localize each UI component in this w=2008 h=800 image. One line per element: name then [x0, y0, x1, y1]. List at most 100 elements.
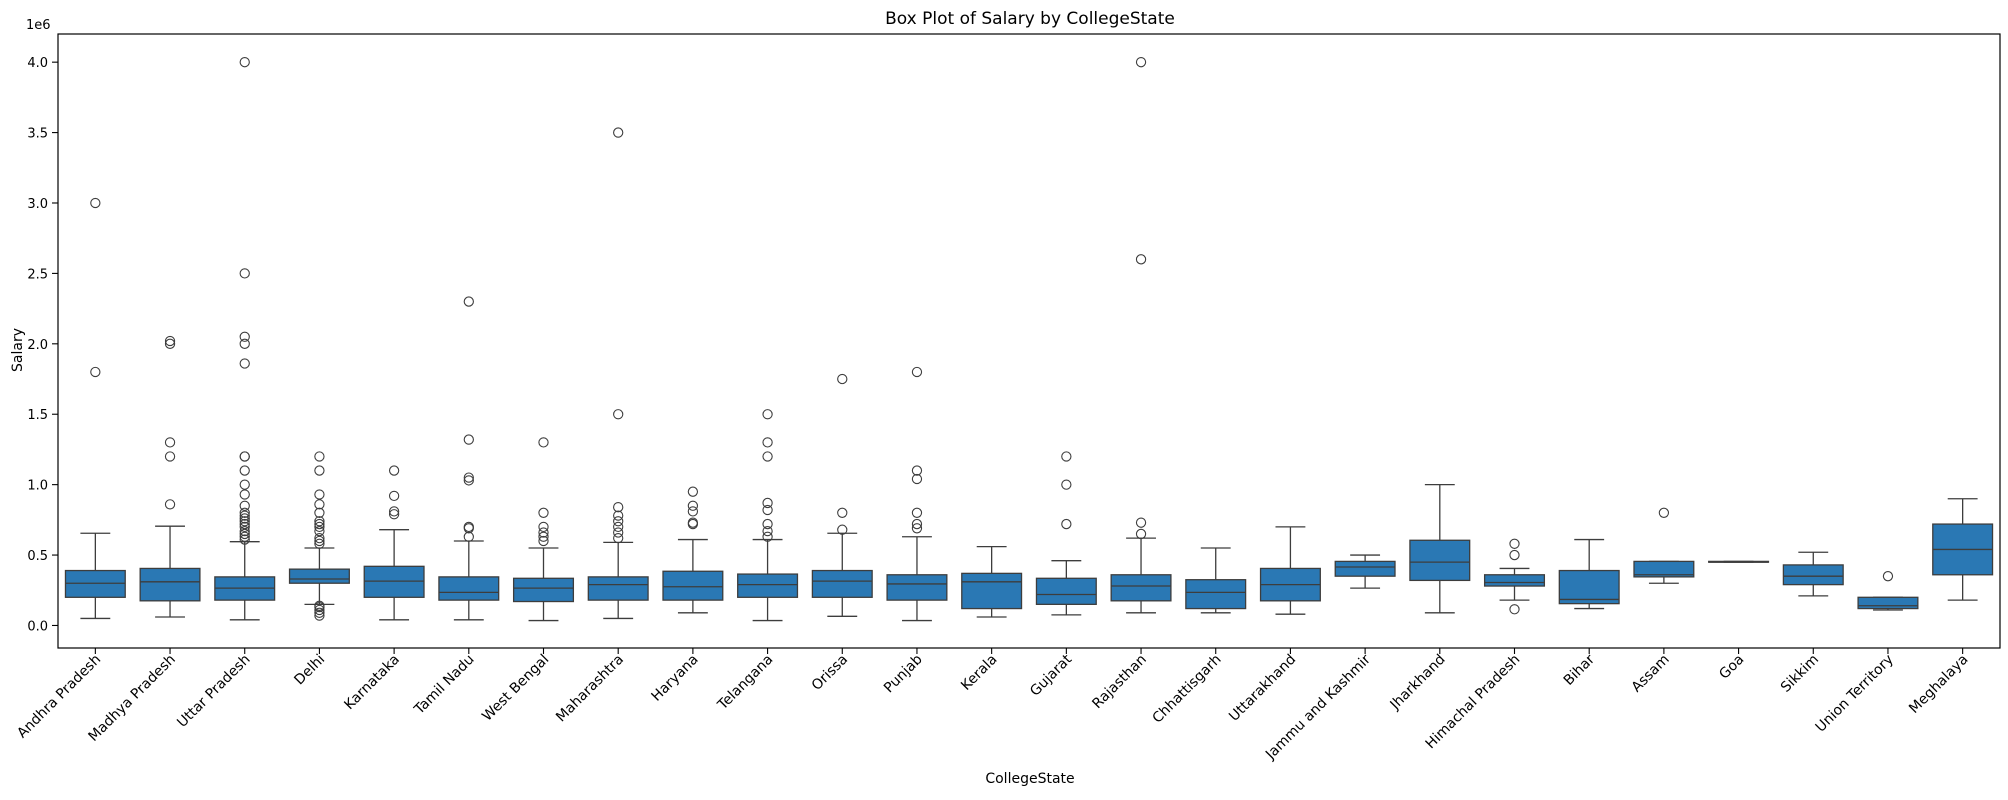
outlier-point — [239, 57, 250, 68]
box-iqr — [64, 569, 126, 598]
outlier-point — [911, 507, 923, 518]
outlier-point — [687, 517, 699, 528]
y-tick-label: 3.5 — [27, 127, 48, 142]
box-iqr — [1558, 569, 1620, 605]
y-tick-label: 4.0 — [27, 56, 48, 71]
outlier-point — [538, 521, 549, 533]
outlier-point — [314, 525, 325, 537]
outlier-point — [1882, 571, 1894, 582]
plot-area — [64, 57, 1994, 622]
outlier-point — [538, 535, 549, 547]
outlier-point — [239, 489, 250, 500]
outlier-point — [239, 507, 250, 518]
outlier-point — [164, 338, 176, 349]
outlier-point — [463, 531, 474, 542]
outlier-point — [762, 525, 773, 537]
outlier-point — [613, 409, 624, 420]
x-tick-label: Goa — [1716, 652, 1747, 683]
box-iqr — [1035, 577, 1097, 605]
box-iqr — [1110, 574, 1172, 602]
box-iqr — [1409, 539, 1471, 582]
outlier-point — [762, 409, 773, 420]
outlier-point — [314, 600, 325, 611]
box-iqr — [587, 576, 649, 601]
outlier-point — [314, 489, 325, 500]
x-tick-label: Orissa — [809, 652, 851, 694]
outlier-point — [687, 506, 699, 517]
outlier-point — [239, 358, 250, 369]
box-group — [811, 373, 873, 617]
x-tick-label: Assam — [1629, 652, 1673, 696]
outlier-point — [239, 451, 250, 462]
box-group — [737, 409, 799, 622]
box-group — [363, 465, 425, 621]
box-iqr — [886, 574, 948, 601]
outlier-point — [762, 451, 773, 462]
outlier-point — [613, 533, 624, 544]
outlier-point — [1509, 604, 1520, 615]
outlier-point — [314, 538, 325, 549]
outlier-point — [239, 521, 250, 533]
y-tick-label: 2.5 — [27, 267, 48, 282]
box-group — [1409, 483, 1471, 614]
outlier-point — [1658, 507, 1670, 518]
outlier-point — [314, 451, 325, 462]
x-tick-label: Gujarat — [1027, 651, 1075, 699]
x-tick-label: Telangana — [714, 652, 776, 714]
outlier-point — [837, 507, 848, 518]
x-tick-label: Tamil Nadu — [411, 652, 478, 719]
outlier-point — [762, 497, 773, 509]
plot-frame — [57, 33, 2001, 649]
outlier-point — [314, 499, 325, 510]
outlier-point — [613, 502, 624, 513]
outlier-point — [239, 534, 250, 545]
outlier-point — [239, 516, 250, 527]
outlier-point — [314, 521, 325, 533]
box-group — [1633, 507, 1695, 584]
outlier-point — [239, 500, 250, 511]
x-tick-label: Haryana — [649, 652, 702, 705]
y-tick-label: 2.0 — [27, 338, 48, 353]
outlier-point — [239, 518, 250, 530]
outlier-point — [164, 335, 176, 347]
outlier-point — [1061, 451, 1072, 462]
box-group — [1932, 498, 1994, 601]
outlier-point — [388, 465, 400, 476]
outlier-point — [239, 525, 250, 537]
box-group — [1857, 571, 1919, 611]
x-tick-label: Jharkhand — [1387, 652, 1449, 714]
outlier-point — [314, 610, 325, 621]
box-group — [961, 545, 1023, 618]
outlier-point — [613, 521, 624, 533]
x-tick-label: Maharashtra — [553, 652, 627, 726]
outlier-point — [314, 516, 325, 527]
outlier-point — [837, 373, 848, 385]
box-iqr — [1483, 574, 1546, 587]
box-iqr — [1334, 560, 1396, 577]
box-iqr — [1633, 560, 1695, 578]
outlier-point — [613, 527, 624, 538]
box-group — [1782, 551, 1844, 597]
box-group — [1035, 451, 1097, 616]
box-iqr — [1185, 579, 1247, 610]
box-iqr — [811, 569, 873, 598]
outlier-point — [1509, 549, 1520, 561]
box-group — [139, 335, 201, 618]
outlier-point — [1509, 538, 1520, 549]
outlier-point — [314, 518, 325, 530]
outlier-point — [463, 521, 474, 533]
box-group — [587, 127, 649, 620]
outlier-point — [239, 510, 250, 521]
x-tick-label: Bihar — [1561, 651, 1598, 688]
outlier-point — [164, 451, 176, 462]
outlier-point — [687, 500, 699, 511]
box-iqr — [438, 576, 500, 601]
outlier-point — [762, 437, 773, 448]
y-axis-scale-label: 1e6 — [26, 18, 51, 33]
outlier-point — [538, 507, 549, 518]
box-iqr — [737, 573, 799, 598]
outlier-point — [239, 465, 250, 476]
box-group — [64, 197, 126, 620]
